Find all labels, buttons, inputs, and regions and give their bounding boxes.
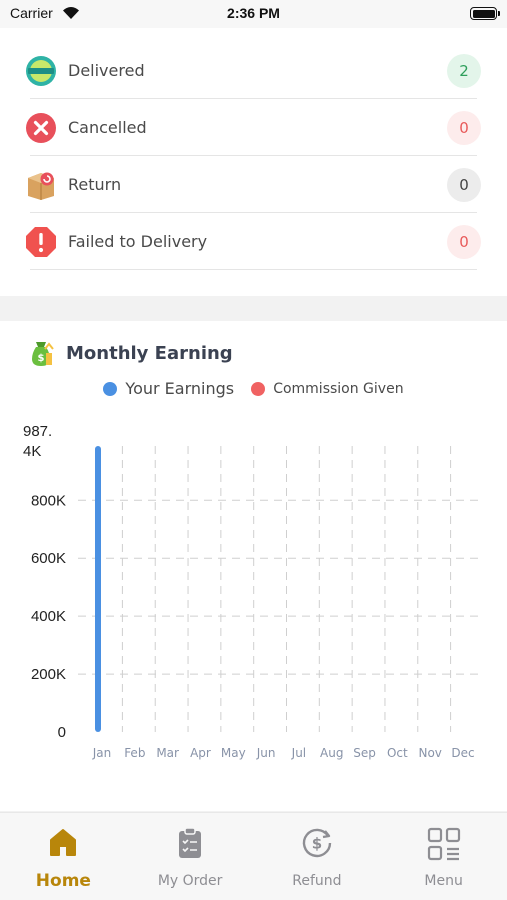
svg-text:$: $	[312, 835, 322, 853]
cancelled-x-icon	[26, 113, 56, 143]
legend-label-commission: Commission Given	[273, 380, 404, 397]
status-row-failed[interactable]: Failed to Delivery 0	[0, 213, 507, 270]
nav-label-my-order: My Order	[157, 873, 223, 889]
y-tick-label: 600K	[31, 550, 66, 567]
y-tick-label: 400K	[31, 608, 66, 625]
nav-menu[interactable]: Menu	[380, 813, 507, 900]
divider	[30, 269, 477, 270]
chart-grid	[78, 446, 484, 732]
wifi-icon	[63, 7, 79, 20]
nav-home[interactable]: Home	[0, 813, 127, 900]
clock-time: 2:36 PM	[227, 5, 280, 21]
x-tick-label: Nov	[418, 746, 441, 760]
monthly-earning-card: $ Monthly Earning Your Earnings Commissi…	[0, 321, 507, 811]
delivered-badge-icon	[26, 56, 56, 86]
clipboard-icon	[179, 827, 202, 858]
legend-item-earnings[interactable]: Your Earnings	[103, 379, 234, 398]
y-tick-label: 987. 4K	[23, 423, 52, 460]
count-badge-return: 0	[447, 168, 481, 202]
chart-legend: Your Earnings Commission Given	[0, 379, 507, 401]
nav-refund[interactable]: $ Refund	[254, 813, 381, 900]
svg-text:$: $	[38, 353, 45, 364]
x-tick-label: Feb	[124, 746, 145, 760]
home-icon	[50, 829, 77, 856]
status-bar: Carrier 2:36 PM	[0, 0, 507, 28]
x-tick-label: Aug	[320, 746, 343, 760]
legend-item-commission[interactable]: Commission Given	[251, 380, 404, 397]
chart-x-axis: Jan Feb Mar Apr May Jun Jul Aug Sep Oct Nov Dec	[92, 746, 475, 760]
x-tick-label: Apr	[190, 746, 211, 760]
nav-label-refund: Refund	[292, 873, 342, 889]
status-row-return[interactable]: Return 0	[0, 156, 507, 213]
money-bag-icon: $	[32, 342, 54, 366]
count-badge-delivered: 2	[447, 54, 481, 88]
x-tick-label: Oct	[387, 746, 408, 760]
status-label-failed: Failed to Delivery	[68, 232, 208, 251]
legend-dot-earnings	[103, 381, 118, 396]
divider	[30, 98, 477, 99]
failed-alert-icon	[26, 227, 56, 257]
nav-label-menu: Menu	[424, 873, 463, 889]
count-badge-cancelled: 0	[447, 111, 481, 145]
status-label-return: Return	[68, 175, 122, 194]
refund-dollar-icon: $	[302, 828, 332, 858]
order-status-list: Delivered 2 Cancelled 0 Return 0 Failed	[0, 28, 507, 296]
grid-menu-icon	[427, 827, 460, 861]
status-row-delivered[interactable]: Delivered 2	[0, 42, 507, 99]
status-label-cancelled: Cancelled	[68, 118, 147, 137]
bar-earnings-jan[interactable]	[95, 446, 101, 732]
return-box-icon	[28, 172, 54, 200]
x-tick-label: Dec	[451, 746, 474, 760]
chart-bars	[95, 446, 101, 732]
nav-label-home: Home	[35, 871, 91, 891]
x-tick-label: May	[221, 746, 246, 760]
y-tick-label: 200K	[31, 666, 66, 683]
divider	[30, 155, 477, 156]
y-tick-label: 0	[58, 724, 66, 741]
x-tick-label: Jun	[256, 746, 276, 760]
earning-title: Monthly Earning	[66, 343, 233, 364]
y-tick-label: 800K	[31, 492, 66, 509]
battery-icon	[470, 7, 500, 20]
count-badge-failed: 0	[447, 225, 481, 259]
x-tick-label: Jan	[92, 746, 112, 760]
status-label-delivered: Delivered	[68, 61, 145, 80]
carrier-label: Carrier	[10, 5, 53, 21]
legend-dot-commission	[251, 381, 266, 396]
bottom-nav: Home My Order $ Refund Menu	[0, 812, 507, 900]
status-row-cancelled[interactable]: Cancelled 0	[0, 99, 507, 156]
nav-my-order[interactable]: My Order	[127, 813, 254, 900]
legend-label-earnings: Your Earnings	[125, 379, 235, 398]
x-tick-label: Mar	[156, 746, 179, 760]
chart-y-axis: 0 200K 400K 600K 800K 987. 4K	[23, 423, 66, 741]
x-tick-label: Sep	[353, 746, 376, 760]
divider	[30, 212, 477, 213]
x-tick-label: Jul	[291, 746, 306, 760]
